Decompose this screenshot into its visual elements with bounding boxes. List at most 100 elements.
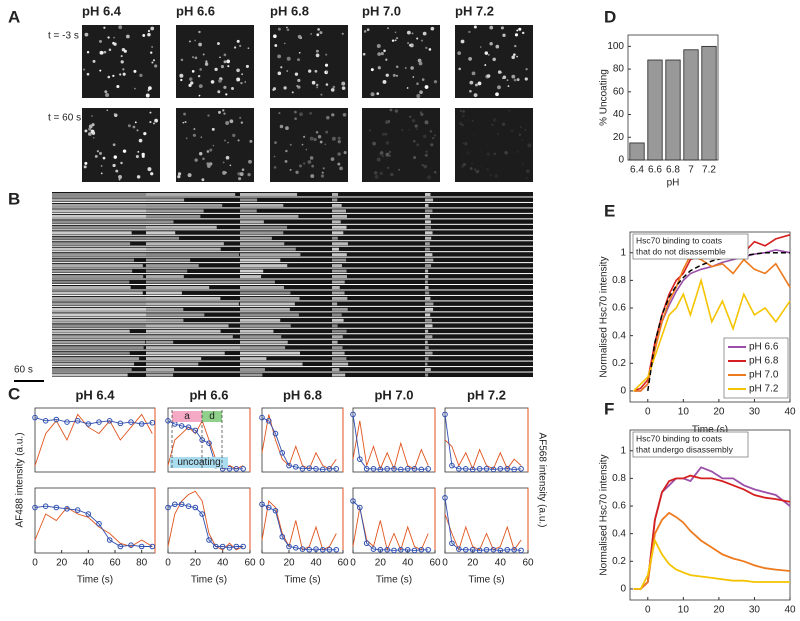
annotation: Hsc70 binding to coats (636, 235, 722, 245)
spot (274, 44, 278, 47)
spot (220, 65, 224, 69)
spot (411, 118, 416, 123)
spot (189, 40, 191, 43)
kymo-gap (425, 349, 533, 351)
data-point (333, 466, 340, 472)
spot (343, 151, 347, 155)
kymo-gap (146, 289, 254, 291)
kymo-track (52, 307, 148, 311)
spot (383, 49, 386, 53)
plot-frame (352, 487, 436, 554)
kymo-track (240, 193, 298, 196)
kymo-track (332, 362, 349, 366)
series-line (167, 503, 244, 549)
spot (248, 159, 252, 164)
spot (487, 145, 490, 148)
spot (237, 139, 240, 142)
spot (511, 55, 515, 60)
kymo-track (240, 291, 291, 295)
kymo-gap (240, 267, 348, 269)
spot (98, 151, 103, 155)
data-point (272, 507, 279, 514)
kymo-track (240, 324, 291, 328)
spot (419, 90, 423, 95)
spot (310, 33, 313, 35)
kymo-gap (52, 333, 160, 335)
panel-label: A (8, 7, 20, 26)
x-tick-label: 60 (109, 558, 121, 569)
spot (460, 39, 465, 44)
kymo-track (240, 225, 288, 229)
kymo-track (52, 280, 130, 284)
data-point (85, 421, 92, 427)
spot (526, 177, 528, 179)
spot (280, 66, 283, 69)
kymo-gap (240, 212, 348, 214)
spot (123, 49, 127, 53)
data-point (117, 420, 124, 427)
kymo-track (146, 318, 184, 322)
data-point (504, 466, 511, 472)
spot (384, 132, 388, 136)
spot (96, 150, 99, 153)
spot (498, 141, 502, 145)
data-point (172, 501, 178, 508)
spot (471, 119, 474, 122)
kymo-track (146, 373, 174, 377)
kymo-track (52, 368, 132, 372)
spot (382, 79, 387, 84)
kymo-track (332, 231, 344, 235)
data-point (74, 507, 81, 513)
spot (489, 25, 494, 30)
kymo-track (52, 264, 143, 268)
data-point (32, 414, 38, 421)
kymo-track (425, 335, 433, 339)
spot (316, 33, 320, 37)
data-point (449, 462, 455, 469)
kymo-track (425, 225, 431, 229)
micrograph (176, 25, 254, 98)
kymo-gap (240, 262, 348, 264)
kymo-gap (425, 366, 533, 368)
spot (461, 124, 464, 127)
data-point (292, 545, 299, 551)
kymo-gap (52, 207, 160, 209)
x-tick-label: 20 (190, 558, 202, 569)
spot (185, 137, 188, 140)
kymo-gap (332, 311, 440, 313)
spot (232, 133, 236, 138)
data-point (265, 504, 272, 511)
spot (120, 55, 123, 58)
data-point (449, 540, 455, 547)
kymo-track (425, 307, 434, 311)
kymo-gap (52, 300, 160, 302)
spot (315, 53, 320, 58)
kymo-gap (332, 333, 440, 335)
kymo-track (332, 247, 339, 251)
spot (118, 178, 121, 181)
x-tick-label: 0 (645, 605, 651, 616)
spot (198, 42, 202, 47)
spot (486, 152, 491, 156)
spot (342, 112, 347, 117)
kymo-gap (425, 371, 533, 373)
kymo-track (146, 307, 184, 311)
spot (204, 62, 209, 66)
spot (416, 94, 421, 98)
kymo-gap (425, 245, 533, 247)
spot (194, 56, 198, 60)
data-point (370, 466, 377, 472)
spot (471, 162, 473, 165)
spot (489, 173, 493, 177)
spot (424, 120, 429, 125)
series-line (34, 417, 153, 425)
spot (277, 71, 282, 76)
kymo-track (52, 296, 152, 300)
spot (239, 172, 244, 176)
spot (303, 135, 306, 138)
spot (201, 178, 205, 182)
spot (379, 171, 383, 176)
spot (100, 164, 103, 167)
x-tick-label: 60 (522, 558, 534, 569)
data-point (357, 504, 363, 511)
